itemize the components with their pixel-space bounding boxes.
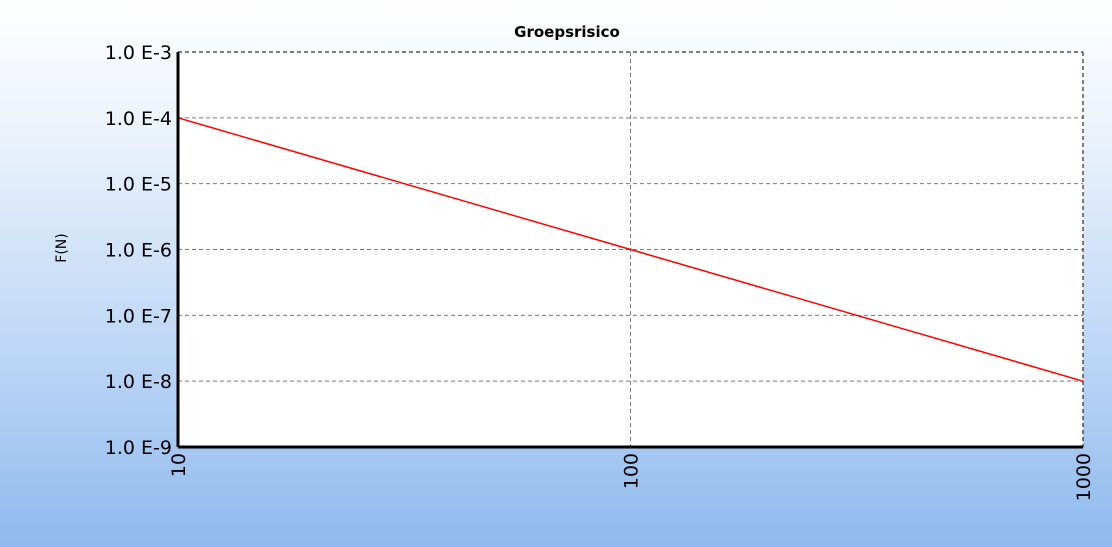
y-tick-label: 1.0 E-3 — [105, 42, 172, 64]
series-line — [177, 117, 1084, 382]
chart-title: Groepsrisico — [514, 23, 620, 41]
y-tick-labels: 1.0 E-3 1.0 E-4 1.0 E-5 1.0 E-6 1.0 E-7 1.0 E… — [105, 42, 172, 459]
y-tick-label: 1.0 E-6 — [105, 240, 172, 262]
y-tick-label: 1.0 E-5 — [105, 174, 172, 196]
x-tick-label: 1000 — [1073, 453, 1095, 501]
y-tick-label: 1.0 E-8 — [105, 371, 172, 393]
x-tick-label: 10 — [168, 453, 190, 477]
axes — [176, 51, 1084, 449]
x-tick-labels: 10 100 1000 — [168, 453, 1095, 501]
series-layer — [177, 117, 1084, 382]
y-tick-label: 1.0 E-9 — [105, 437, 172, 459]
y-tick-label: 1.0 E-4 — [105, 108, 172, 130]
y-tick-label: 1.0 E-7 — [105, 305, 172, 327]
y-axis-label: F(N) — [54, 233, 70, 262]
x-tick-label: 100 — [621, 453, 643, 489]
